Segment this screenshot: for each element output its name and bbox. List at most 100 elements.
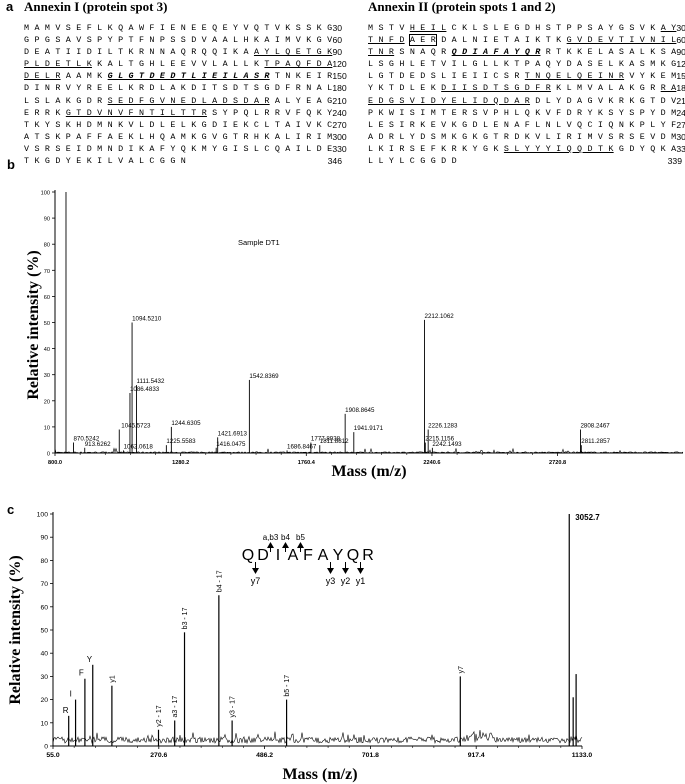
residues: T K G D Y E K I L V A L C G G N: [24, 156, 187, 167]
annexin2-sequence-line: P K W I S I M T E R S V P H L Q K V F D …: [368, 107, 685, 119]
peak-label: 2811.2857: [581, 438, 610, 445]
residues: L E S I R K E V K G D L E N A F L N L V …: [368, 119, 677, 130]
peak-label: 1542.8369: [249, 373, 279, 380]
x-tick-label: 800.0: [48, 460, 62, 466]
panel-a-letter: a: [6, 0, 14, 14]
annexin2-sequence-text: A D R L Y D S M K G K G T R D K V L I R …: [368, 131, 676, 143]
annexin2-sequence-line: E D G S V I D Y E L I D Q D A R D L Y D …: [368, 95, 685, 107]
annexin2-sequence-text: L S G H L E T V I L G L L K T P A Q Y D …: [368, 58, 676, 70]
residues: S N A Q R: [399, 47, 447, 58]
annexin1-residue-number: 270: [332, 119, 347, 130]
residues: P K W I S I M T E R S V P H L Q K V F D …: [368, 107, 677, 118]
y-ion-marker: [357, 568, 364, 574]
annexin2-sequence-line: M S T V H E I L C K L S L E G D H S T P …: [368, 22, 685, 34]
residues: L L Y L C G G D D: [368, 156, 457, 167]
matched-peptide: A Y L Q E T G K: [253, 47, 333, 58]
annexin1-sequence-line: A T S K P A F F A E K L H Q A M K G V G …: [24, 131, 347, 143]
annexin2-residue-number: 60: [676, 35, 685, 46]
residues: R T K K E L A S A L K S A: [545, 47, 677, 58]
annexin1-sequence-text: P L D E T L K K A L T G H L E E V V L A …: [24, 58, 332, 70]
peak-label: 1111.5432: [137, 378, 165, 385]
peak-label: 1416.0475: [216, 441, 246, 448]
residues: V S R S E I D M N D I K A F Y Q K M Y G …: [24, 143, 333, 154]
y-tick-label: 70: [40, 581, 48, 588]
immonium-label: Y: [87, 655, 93, 664]
residues: M S T V: [368, 23, 405, 33]
sequence-letter: A: [288, 547, 299, 564]
annexin2-residue-number: 90: [676, 47, 685, 58]
x-axis-title: Mass (m/z): [282, 766, 357, 783]
annexin2-sequence-text: P K W I S I M T E R S V P H L Q K V F D …: [368, 107, 676, 119]
residues: S Y P Q L R R V F Q K Y: [212, 107, 333, 118]
y-tick-label: 80: [44, 243, 50, 249]
residues: G P G S A V S P Y P T F N P S S D V A A …: [24, 35, 333, 46]
annexin1-residue-number: 240: [332, 107, 347, 118]
matched-peptide: S E D F G V N E D L A D S D A R: [107, 95, 270, 106]
immonium-label: F: [79, 669, 84, 678]
peak-label: 1094.5210: [132, 316, 162, 323]
annexin2-sequence-text: L K I R S E F K R K Y G K S L Y Y Y I Q …: [368, 143, 676, 155]
annexin2-sequence-line: A D R L Y D S M K G K G T R D K V L I R …: [368, 131, 685, 143]
panel-b-letter: b: [7, 157, 15, 172]
annexin2-sequence-text: E D G S V I D Y E L I D Q D A R D L Y D …: [368, 95, 676, 107]
residues: G D Y Q K A: [618, 143, 677, 154]
x-tick-label: 701.8: [362, 752, 379, 759]
annexin1-sequence-line: G P G S A V S P Y P T F N P S S D V A A …: [24, 34, 342, 46]
peak-label: 1811.8812: [320, 438, 349, 445]
matched-peptide: S L Y Y Y I Q Q D T K: [503, 143, 614, 154]
annexin2-sequence-line: L L Y L C G G D D 339: [368, 155, 682, 167]
annexin1-residue-number: 150: [332, 71, 347, 82]
b-ion-label: b5: [296, 533, 305, 542]
b-ion-marker: [267, 542, 274, 548]
y-tick-label: 100: [41, 191, 50, 197]
annexin1-sequence-text: T K G D Y E K I L V A L C G G N: [24, 155, 186, 167]
y-tick-label: 30: [44, 373, 50, 379]
b-ion-marker: [297, 542, 304, 548]
residues: D E A T I I D I L T K R N N A Q R Q Q I …: [24, 47, 249, 58]
residues: K L M V A L A K G R: [556, 83, 656, 94]
peak-label: 1686.8467: [287, 443, 317, 450]
residues: L G T D E D S L I E I I C S R: [368, 71, 520, 82]
fragment-label: a3 - 17: [172, 696, 179, 718]
sequence-letter: Q: [242, 547, 254, 564]
matched-peptide: G V D E V T I V N I L: [566, 35, 677, 46]
annexin1-sequence-line: E R R K G T D V N V F N T I L T T R S Y …: [24, 107, 347, 119]
residues: D L Y D A G V K R K G T D V: [535, 95, 677, 106]
boxed-residues: A E R: [408, 34, 437, 47]
y-ion-marker: [327, 568, 334, 574]
fragment-label: y1: [109, 675, 116, 683]
annexin1-residue-number: 30: [332, 23, 342, 33]
annexin2-sequence-line: L E S I R K E V K G D L E N A F L N L V …: [368, 119, 685, 131]
peak-label: 1086.4833: [130, 386, 160, 393]
matched-peptide: D E L R: [24, 71, 61, 82]
residues: T K Y S K H D M N K V L D L E L K G D I …: [24, 119, 333, 130]
fragment-label: y3 - 17: [230, 696, 237, 718]
peak-label: 2226.1283: [428, 423, 458, 430]
y-tick-label: 30: [40, 674, 48, 681]
annexin1-residue-number: 330: [332, 143, 347, 154]
residues: Y K T D L E K: [368, 83, 436, 94]
residues: C K L S L E G D H S T P P S A Y G S V K: [451, 23, 656, 33]
matched-peptide: H E I L: [409, 23, 447, 33]
annexin2-sequence-text: L L Y L C G G D D: [368, 155, 457, 167]
fragment-label: b5 - 17: [284, 675, 291, 697]
annexin2-residue-number: 30: [676, 23, 685, 33]
annexin1-sequence-line: D I N R V Y R E E L K R D L A K D I T S …: [24, 82, 347, 94]
peak-label: 2215.1156: [425, 436, 454, 443]
y-tick-label: 20: [44, 399, 50, 405]
fragment-label: y2 - 17: [156, 705, 163, 727]
annexin2-sequence-line: T N F D A E R D A L N I E T A I K T K G …: [368, 34, 685, 47]
sequence-letter: D: [257, 547, 269, 564]
annexin2-residue-number: 180: [676, 83, 685, 94]
annexin1-sequence-text: D E A T I I D I L T K R N N A Q R Q Q I …: [24, 46, 332, 58]
b-ion-label: a,b3: [263, 533, 279, 542]
y-tick-label: 40: [44, 347, 50, 353]
annexin1-sequence-line: T K G D Y E K I L V A L C G G N 346: [24, 155, 342, 167]
baseline-noise: [52, 729, 583, 745]
y-tick-label: 50: [40, 628, 48, 635]
y-ion-label: y2: [341, 576, 351, 586]
annexin2-residue-number: 339: [667, 156, 682, 167]
peak-label: 2212.1062: [425, 313, 455, 320]
matched-peptide: T N F D: [368, 35, 405, 46]
peak-label: 1225.5583: [166, 438, 196, 445]
